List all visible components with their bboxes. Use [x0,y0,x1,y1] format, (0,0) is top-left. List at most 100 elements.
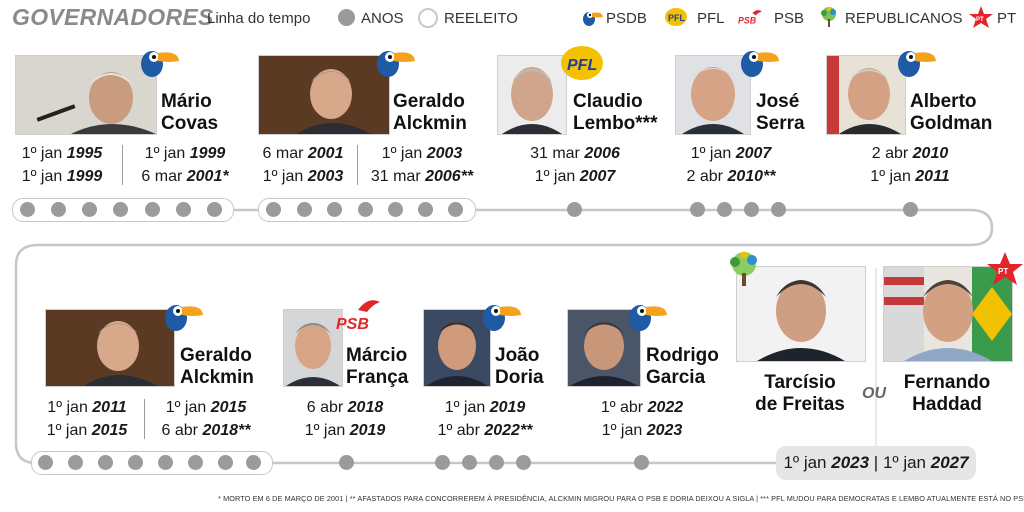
pfl-logo: PFL [561,46,603,80]
footnote: * MORTO EM 6 DE MARÇO DE 2001 | ** AFAST… [218,494,1024,503]
photo-geraldo-alckmin [258,55,390,135]
year-dot [20,202,35,217]
year-dot [448,202,463,217]
year-dot [327,202,342,217]
year-dot [98,455,113,470]
year-dot [717,202,732,217]
pfl-logo: PFL [665,8,687,26]
year-dot [744,202,759,217]
year-dot [462,455,477,470]
governor-name: Geraldo Alckmin [393,91,467,134]
year-dot [516,455,531,470]
legend-pfl: PFL [697,10,725,27]
governor-name: Tarcísio de Freitas [755,372,845,415]
divider [122,145,123,185]
photo-rodrigo-garcia [567,309,641,387]
photo-fernando-haddad [883,266,1013,362]
anos-label: ANOS [361,10,404,27]
legend-psdb: PSDB [606,10,647,27]
toucan-icon [483,305,521,331]
term-dates: 6 abr 2018 1º jan 2019 [304,399,386,439]
year-dot [158,455,173,470]
svg-text:PFL: PFL [567,57,597,74]
year-dot [266,202,281,217]
year-dot [690,202,705,217]
photo-claudio-lembo [497,55,567,135]
photo-geraldo-alckmin [45,309,175,387]
pt-star-logo: PT [969,6,993,28]
psb-dove-logo: PSB [738,10,762,25]
year-dot [388,202,403,217]
pt-star-logo: PT [987,252,1023,285]
psb-dove-logo: PSB [336,300,380,333]
photo-tarcisio-de-freitas [736,266,866,362]
year-dot [128,455,143,470]
governor-name: Mário Covas [161,91,219,134]
svg-text:PT: PT [976,17,984,23]
or-label: OU [862,385,886,402]
next-term-pill: 1º jan 2023 | 1º jan 2027 [776,446,976,480]
divider [144,399,145,439]
toucan-icon [741,51,779,77]
photo-marcio-franca [283,309,343,387]
year-dot [435,455,450,470]
year-dot [207,202,222,217]
timeline-label: Linha do tempo [207,10,311,27]
year-dot [51,202,66,217]
legend-psb: PSB [774,10,805,27]
photo-alberto-goldman [826,55,906,135]
term-dates: 1º abr 2022 1º jan 2023 [600,399,684,439]
term-dates: 1º jan 2007 2 abr 2010** [686,145,776,185]
year-dot [634,455,649,470]
term-dates: 1º jan 2011 1º jan 2015 [46,399,128,439]
republicanos-tree-logo [821,7,836,27]
governor-name: Márcio França [346,345,409,388]
year-dot [68,455,83,470]
year-dot [188,455,203,470]
toucan-icon [898,51,936,77]
governor-name: Geraldo Alckmin [180,345,254,388]
governor-name: José Serra [756,91,805,134]
reelected-ring-legend-icon [418,8,438,28]
year-dot [176,202,191,217]
photo-jose-serra [675,55,751,135]
republicanos-tree-logo [730,251,757,286]
governor-name: Claudio Lembo*** [573,91,658,134]
year-dot [246,455,261,470]
year-dot [358,202,373,217]
year-dot [903,202,918,217]
legend-republicanos: REPUBLICANOS [845,10,963,27]
svg-text:PSB: PSB [336,316,369,333]
year-dot [113,202,128,217]
year-dot [339,455,354,470]
year-dot [418,202,433,217]
year-dot-legend-icon [338,9,355,26]
page-title: GOVERNADORES [12,4,214,30]
toucan-icon [165,305,203,331]
year-dot [82,202,97,217]
governor-name: Rodrigo Garcia [646,345,719,388]
photo-mario-covas [15,55,157,135]
term-dates: 1º jan 2015 6 abr 2018** [161,399,251,439]
term-dates: 6 mar 2001 1º jan 2003 [262,145,344,185]
year-dot [145,202,160,217]
photo-joao-doria [423,309,491,387]
governor-name: Alberto Goldman [910,91,993,134]
governor-name: João Doria [495,345,544,388]
toucan-icon [629,305,667,331]
legend-pt: PT [997,10,1017,27]
year-dot [297,202,312,217]
term-dates: 1º jan 2003 31 mar 2006** [370,145,474,185]
toucan-icon [141,51,179,77]
reeleito-label: REELEITO [444,10,518,27]
year-dot [38,455,53,470]
term-dates: 2 abr 2010 1º jan 2011 [870,145,950,185]
year-dot [567,202,582,217]
svg-text:PFL: PFL [668,13,686,23]
year-dot [218,455,233,470]
svg-text:PSB: PSB [738,15,757,25]
term-dates: 1º jan 2019 1º abr 2022** [437,399,533,439]
year-dot [489,455,504,470]
svg-text:PT: PT [998,267,1008,276]
